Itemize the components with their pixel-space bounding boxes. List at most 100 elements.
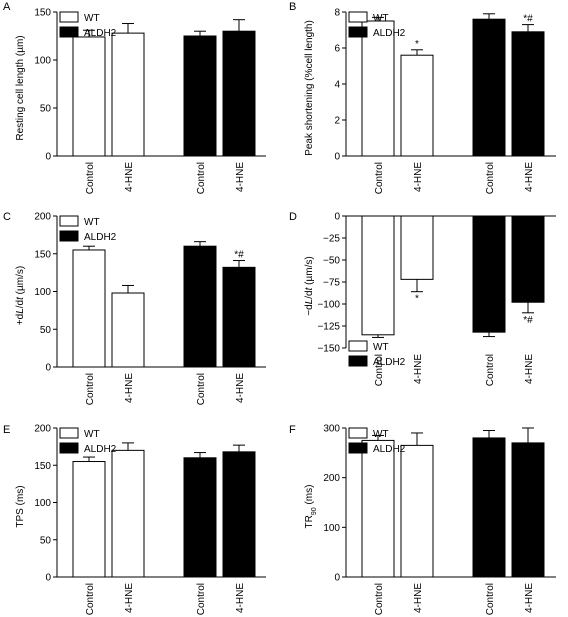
y-axis-label: +dL/dt (µm/s) [15,266,26,325]
y-tick-label: 50 [40,535,52,546]
bar [511,442,545,578]
bar [472,18,506,157]
category-label: Control [196,162,207,194]
significance-label: * [415,39,419,50]
category-label: Control [196,373,207,405]
y-axis-label: Peak shortening (%cell length) [304,20,315,156]
y-tick-label: 0 [45,363,51,374]
legend-label-wt: WT [373,342,389,353]
bar [400,444,434,578]
legend-label-wt: WT [84,13,100,24]
bar [472,437,506,578]
bar [111,292,145,368]
y-tick-label: 100 [323,523,340,534]
category-label: Control [85,583,96,615]
category-label: 4-HNE [413,354,424,384]
y-tick-label: −75 [323,278,340,289]
y-axis-label: Resting cell length (µm) [15,35,26,140]
panel-d: D Control * 4-HNE Control *# 4-HNE 0 −25 −50 −75 −1… [289,211,556,386]
y-tick-label: 150 [34,8,51,19]
bar [111,32,145,157]
legend-swatch-aldh2 [348,26,368,38]
y-tick-label: 100 [34,498,51,509]
bar [222,266,256,368]
legend-label-aldh2: ALDH2 [373,357,406,368]
y-tick-label: 0 [45,152,51,163]
y-tick-label: −150 [317,344,340,355]
category-label: Control [374,162,385,194]
legend-label-aldh2: ALDH2 [84,444,117,455]
panel-e: E Control 4-HNE Control 4-HNE 0 50 100 150 200 TPS… [3,424,266,615]
category-label: Control [374,583,385,615]
panel-letter: C [3,211,11,223]
y-axis-label: −dL/dt (µm/s) [304,256,315,315]
category-label: 4-HNE [235,583,246,613]
y-tick-label: 200 [34,424,51,435]
category-label: 4-HNE [124,162,135,192]
panel-b: B Control * 4-HNE Control *# 4-HNE 0 2 4 6 8 Peak sh… [289,1,556,194]
y-axis-label: TPS (ms) [15,485,26,527]
legend-label-aldh2: ALDH2 [373,444,406,455]
y-tick-label: −100 [317,300,340,311]
significance-label: *# [523,315,533,326]
legend-label-aldh2: ALDH2 [84,28,117,39]
category-label: Control [85,373,96,405]
panel-f: F Control 4-HNE Control 4-HNE 0 100 200 300 TR90 … [289,424,556,615]
y-tick-label: 8 [334,8,340,19]
bar [222,451,256,578]
significance-label: * [415,294,419,305]
category-label: 4-HNE [524,583,535,613]
category-label: 4-HNE [524,162,535,192]
legend-swatch-wt [348,427,368,439]
bar [361,439,395,578]
bar [511,215,545,303]
legend-swatch-aldh2 [348,355,368,367]
legend-swatch-aldh2 [59,230,79,242]
panel-letter: B [289,1,296,13]
bar [111,449,145,578]
y-tick-label: 200 [323,473,340,484]
legend-label-aldh2: ALDH2 [84,232,117,243]
y-tick-label: 300 [323,424,340,435]
y-tick-label: 100 [34,287,51,298]
y-tick-label: 4 [334,80,340,91]
panel-letter: E [3,424,10,436]
significance-label: *# [523,14,533,25]
significance-label: *# [234,250,244,261]
category-label: 4-HNE [235,162,246,192]
legend-swatch-wt [348,340,368,352]
legend-label-wt: WT [373,429,389,440]
y-tick-label: 0 [334,573,340,584]
legend-label-wt: WT [84,429,100,440]
panel-letter: D [289,211,297,223]
category-label: 4-HNE [124,583,135,613]
legend-swatch-wt [59,215,79,227]
y-tick-label: 200 [34,212,51,223]
bar [183,35,217,157]
bar [361,215,395,336]
category-label: 4-HNE [235,373,246,403]
y-tick-label: 2 [334,116,340,127]
legend-swatch-wt [59,427,79,439]
legend-label-aldh2: ALDH2 [373,28,406,39]
y-tick-label: 150 [34,249,51,260]
y-tick-label: 150 [34,461,51,472]
bar [183,245,217,368]
y-tick-label: 0 [45,573,51,584]
legend-swatch-aldh2 [59,26,79,38]
bar [183,457,217,578]
panel-a: A Control 4-HNE Control 4-HNE 0 50 100 150 Restin… [3,1,266,194]
y-tick-label: 50 [40,325,52,336]
category-label: 4-HNE [124,373,135,403]
legend-label-wt: WT [373,13,389,24]
legend-swatch-wt [59,11,79,23]
bar [72,36,106,157]
legend-swatch-aldh2 [59,442,79,454]
y-tick-label: 100 [34,56,51,67]
panel-letter: F [289,424,296,436]
y-tick-label: −125 [317,322,340,333]
y-tick-label: 0 [334,152,340,163]
category-label: Control [85,162,96,194]
y-tick-label: 0 [334,212,340,223]
